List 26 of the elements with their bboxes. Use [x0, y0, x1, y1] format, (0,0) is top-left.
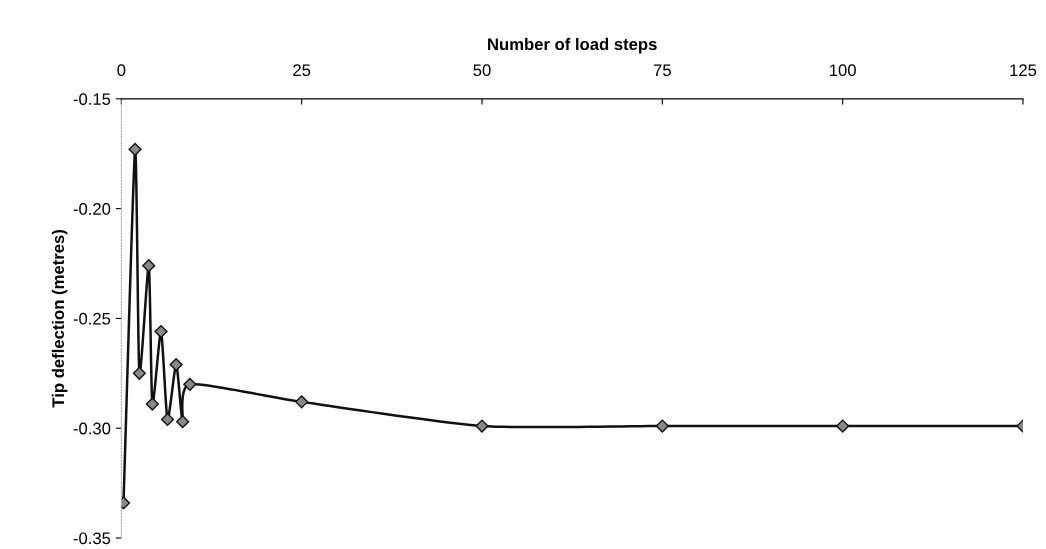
x-tick-label: 50: [473, 64, 491, 77]
point: [183, 377, 197, 391]
x-tick-label: 0: [117, 64, 126, 77]
point: [160, 412, 175, 427]
x-tick-label: 25: [293, 64, 311, 77]
point: [475, 419, 489, 433]
point: [142, 259, 156, 273]
point: [154, 325, 168, 339]
y-tick-label: -0.35: [73, 532, 111, 545]
point: [655, 419, 669, 433]
y-axis-title: Tip deflection (metres): [51, 230, 68, 408]
point: [145, 397, 159, 411]
point: [132, 366, 146, 380]
y-tick-label: -0.30: [73, 422, 111, 435]
y-tick-label: -0.15: [73, 93, 111, 106]
point: [836, 419, 850, 433]
y-tick-label: -0.20: [73, 203, 111, 215]
x-tick-label: 75: [653, 64, 671, 77]
point: [176, 415, 190, 429]
x-axis-title: Number of load steps: [488, 37, 657, 54]
point: [295, 395, 309, 409]
point: [169, 357, 183, 372]
x-tick-label: 100: [830, 64, 856, 77]
x-tick-label: 125: [1010, 64, 1037, 77]
y-tick-label: -0.25: [73, 312, 111, 325]
point: [128, 142, 142, 156]
